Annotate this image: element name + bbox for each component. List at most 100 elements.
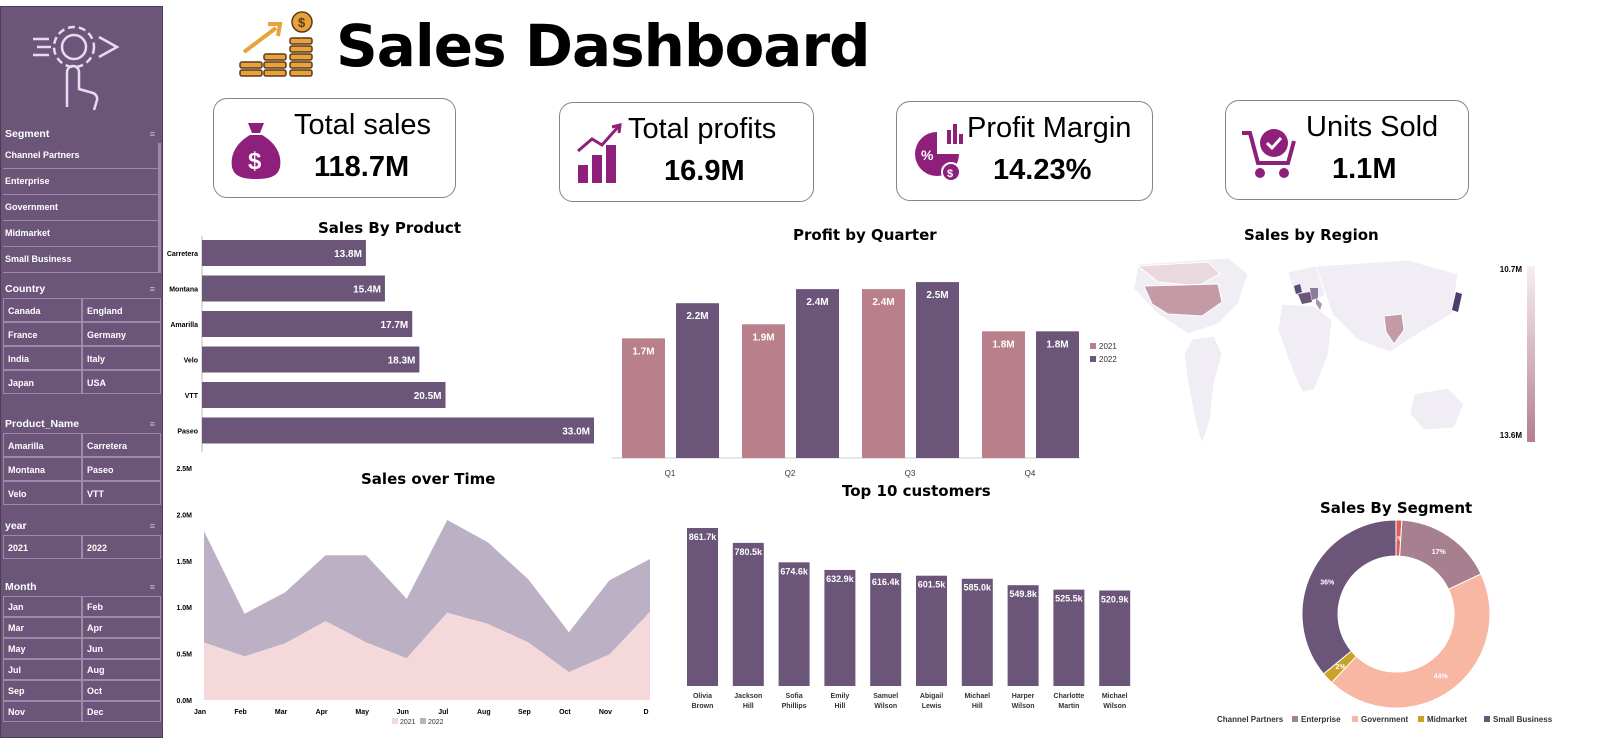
- kpi-profit-margin-value: 14.23%: [993, 154, 1092, 186]
- x-tick-label: May: [355, 709, 369, 716]
- kpi-units-sold: Units Sold 1.1M: [1225, 100, 1469, 200]
- slice-government: [1330, 573, 1491, 709]
- bar-carretera: [202, 240, 366, 266]
- slicer-item-country[interactable]: Italy: [82, 346, 161, 370]
- slicer-item-month[interactable]: Feb: [82, 596, 161, 617]
- slicer-item-segment[interactable]: Channel Partners: [3, 143, 161, 169]
- x-tick-label: Apr: [316, 709, 328, 716]
- slicer-item-month[interactable]: Nov: [3, 701, 82, 722]
- category-label-part: Emily: [831, 693, 850, 700]
- slicer-item-product[interactable]: Montana: [3, 457, 82, 481]
- slicer-item-product[interactable]: VTT: [82, 481, 161, 505]
- data-label: 2.2M: [686, 311, 708, 322]
- slicer-item-month[interactable]: Sep: [3, 680, 82, 701]
- top-customers-title: Top 10 customers: [842, 482, 991, 500]
- bar-q3-2021: [862, 289, 905, 458]
- slicer-item-country[interactable]: France: [3, 322, 82, 346]
- region-germany: [1310, 288, 1318, 300]
- slicer-item-month[interactable]: Dec: [82, 701, 161, 722]
- region-japan: [1452, 292, 1462, 312]
- shopping-cart-check-icon: [1242, 129, 1296, 178]
- product-slicer-title: Product_Name: [5, 418, 80, 430]
- slicer-item-segment[interactable]: Midmarket: [3, 221, 161, 247]
- data-label: 632.9k: [826, 574, 855, 584]
- profit-percent-icon: % $: [915, 124, 963, 182]
- category-label-part: Abigail: [920, 693, 943, 700]
- slicer-item-year[interactable]: 2022: [82, 535, 161, 559]
- data-label: 17.7M: [380, 320, 408, 331]
- y-tick-label: 2.5M: [176, 466, 192, 473]
- slicer-item-month[interactable]: Mar: [3, 617, 82, 638]
- slicer-item-month[interactable]: Aug: [82, 659, 161, 680]
- category-label: Samuel Wilson: [873, 693, 898, 710]
- legend-swatch: [1418, 716, 1424, 722]
- bar-customer: [961, 578, 993, 686]
- region-india: [1383, 313, 1405, 345]
- kpi-units-sold-value: 1.1M: [1332, 153, 1397, 185]
- category-label-part: Hill: [743, 703, 754, 710]
- clear-filter-icon[interactable]: ≡: [149, 129, 155, 139]
- slicer-item-month[interactable]: Oct: [82, 680, 161, 701]
- scale-max-label: 10.7M: [1500, 265, 1523, 274]
- y-tick-label: 0.5M: [176, 652, 192, 659]
- clear-filter-icon[interactable]: ≡: [149, 419, 155, 429]
- x-tick-label: Mar: [275, 709, 288, 716]
- category-label-part: Michael: [964, 693, 990, 700]
- clear-filter-icon[interactable]: ≡: [149, 582, 155, 592]
- slicer-item-country[interactable]: USA: [82, 370, 161, 394]
- category-label: Olivia Brown: [692, 693, 714, 710]
- legend-swatch: [392, 718, 398, 724]
- slicer-item-product[interactable]: Carretera: [82, 433, 161, 457]
- slicer-item-segment[interactable]: Small Business: [3, 247, 161, 273]
- y-tick-label: 1.5M: [176, 559, 192, 566]
- category-label: Sofia Phillips: [782, 693, 807, 710]
- slicer-item-month[interactable]: Apr: [82, 617, 161, 638]
- bar-customer: [1099, 590, 1131, 686]
- x-tick-label: Oct: [559, 709, 571, 716]
- slicer-item-product[interactable]: Velo: [3, 481, 82, 505]
- slicer-item-product[interactable]: Paseo: [82, 457, 161, 481]
- slicer-item-month[interactable]: Jul: [3, 659, 82, 680]
- kpi-total-sales-value: 118.7M: [314, 151, 410, 183]
- category-label: Montana: [169, 287, 198, 294]
- category-label: Q1: [665, 469, 676, 478]
- category-label-part: Wilson: [874, 703, 897, 710]
- settings-touch-icon: [33, 25, 120, 111]
- category-label-part: Martin: [1058, 703, 1079, 710]
- slicer-item-country[interactable]: Germany: [82, 322, 161, 346]
- bar-paseo: [202, 417, 594, 444]
- slicer-item-segment[interactable]: Government: [3, 195, 161, 221]
- slicer-item-month[interactable]: Jan: [3, 596, 82, 617]
- region-canada: [1136, 261, 1221, 287]
- slicer-item-year[interactable]: 2021: [3, 535, 82, 559]
- area-2022: [204, 519, 650, 673]
- slicer-item-product[interactable]: Amarilla: [3, 433, 82, 457]
- slicer-item-segment[interactable]: Enterprise: [3, 169, 161, 195]
- slicer-item-country[interactable]: Japan: [3, 370, 82, 394]
- data-label: 861.7k: [689, 532, 718, 542]
- data-label: 2.4M: [806, 297, 828, 308]
- slicer-item-country[interactable]: Canada: [3, 298, 82, 322]
- map-landmass: [1409, 387, 1465, 431]
- clear-filter-icon[interactable]: ≡: [149, 521, 155, 531]
- country-slicer: Country ≡ Canada England France Germany India…: [3, 280, 161, 394]
- slicer-item-month[interactable]: Jun: [82, 638, 161, 659]
- category-label: Q3: [905, 469, 916, 478]
- category-label-part: Charlotte: [1054, 693, 1085, 700]
- y-tick-label: 0.0M: [176, 698, 192, 705]
- map-landmass: [1183, 335, 1223, 446]
- bar-montana: [202, 275, 385, 302]
- map-landmass: [1277, 303, 1333, 393]
- category-label: Emily Hill: [831, 693, 850, 710]
- data-label: 1%: [1393, 536, 1404, 543]
- slicer-item-country[interactable]: England: [82, 298, 161, 322]
- bar-customer: [870, 572, 902, 686]
- slicer-item-month[interactable]: May: [3, 638, 82, 659]
- clear-filter-icon[interactable]: ≡: [149, 284, 155, 294]
- category-label: Carretera: [167, 251, 198, 258]
- money-bag-icon: $: [231, 123, 281, 179]
- sales-by-product-title: Sales By Product: [318, 219, 461, 237]
- legend-label: Small Business: [1493, 715, 1553, 724]
- slicer-item-country[interactable]: India: [3, 346, 82, 370]
- data-label: 2%: [1336, 664, 1347, 671]
